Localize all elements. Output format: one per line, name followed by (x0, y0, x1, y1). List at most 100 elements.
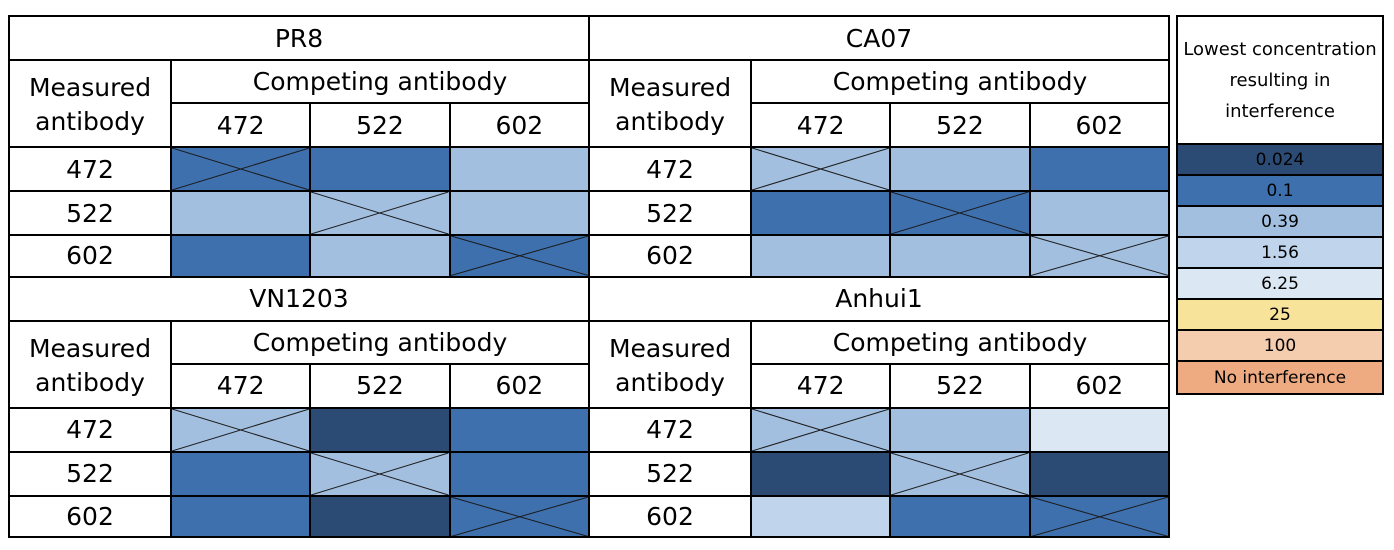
column-label: 472 (752, 364, 892, 409)
column-label: 602 (1030, 104, 1170, 148)
heatmap-cell (311, 408, 451, 453)
heatmap-cell (172, 148, 312, 192)
panel-ca07: CA07 Measured Competing antibody antibody 47… (590, 17, 1170, 278)
heatmap-cell (752, 496, 892, 538)
row-header-bottom: antibody (590, 104, 752, 148)
diagonal-cross-mark (172, 409, 309, 451)
column-label: 522 (891, 104, 1031, 148)
heatmap-cell (311, 192, 451, 236)
row-header-top: Measured (10, 321, 172, 365)
heatmap-cell (752, 452, 892, 497)
heatmap-cell (450, 236, 590, 278)
row-label: 602 (590, 236, 752, 278)
diagonal-cross-mark (311, 192, 448, 234)
row-header-bottom: antibody (10, 104, 172, 148)
heatmap-cell (311, 496, 451, 538)
panel-title: Anhui1 (590, 277, 1170, 322)
heatmap-cell (311, 236, 451, 278)
diagonal-cross-mark (311, 453, 448, 495)
column-label: 472 (172, 364, 312, 409)
row-label: 472 (10, 408, 172, 453)
column-label: 602 (1030, 364, 1170, 409)
heatmap-cell (450, 452, 590, 497)
row-label: 602 (10, 496, 172, 538)
column-label: 472 (172, 104, 312, 148)
column-header: Competing antibody (752, 321, 1170, 365)
legend-swatch: 6.25 (1178, 269, 1382, 300)
heatmap-grid: PR8 Measured Competing antibody antibody 472… (8, 15, 1170, 538)
row-label: 472 (10, 148, 172, 192)
diagonal-cross-mark (752, 409, 889, 451)
heatmap-cell (450, 192, 590, 236)
legend-swatch: 0.1 (1178, 176, 1382, 207)
diagonal-cross-mark (891, 453, 1028, 495)
column-label: 522 (311, 104, 451, 148)
heatmap-cell (891, 408, 1031, 453)
panel-anhui1: Anhui1 Measured Competing antibody antibody… (590, 277, 1170, 538)
column-label: 522 (311, 364, 451, 409)
heatmap-cell (311, 452, 451, 497)
legend-swatch: No interference (1178, 362, 1382, 393)
panel-title: PR8 (10, 17, 590, 61)
panel-title: VN1203 (10, 277, 590, 322)
heatmap-cell (1030, 452, 1170, 497)
legend-swatch: 25 (1178, 300, 1382, 331)
panel-title: CA07 (590, 17, 1170, 61)
heatmap-cell (1030, 236, 1170, 278)
row-header-top: Measured (590, 61, 752, 104)
row-label: 522 (590, 192, 752, 236)
diagonal-cross-mark (451, 497, 588, 537)
heatmap-cell (1030, 192, 1170, 236)
heatmap-cell (1030, 148, 1170, 192)
heatmap-cell (172, 236, 312, 278)
heatmap-cell (172, 192, 312, 236)
legend: Lowest concentration resulting in interf… (1176, 15, 1384, 395)
diagonal-cross-mark (1031, 497, 1168, 537)
row-header-bottom: antibody (10, 364, 172, 409)
heatmap-cell (891, 452, 1031, 497)
heatmap-cell (752, 148, 892, 192)
diagonal-cross-mark (752, 148, 889, 190)
heatmap-cell (1030, 496, 1170, 538)
heatmap-cell (891, 192, 1031, 236)
heatmap-cell (752, 236, 892, 278)
row-label: 472 (590, 408, 752, 453)
heatmap-cell (891, 496, 1031, 538)
panel-vn1203: VN1203 Measured Competing antibody antibody… (10, 277, 590, 538)
heatmap-cell (450, 496, 590, 538)
row-label: 602 (590, 496, 752, 538)
heatmap-cell (172, 452, 312, 497)
panel-pr8: PR8 Measured Competing antibody antibody 472… (10, 17, 590, 278)
heatmap-cell (752, 408, 892, 453)
heatmap-cell (1030, 408, 1170, 453)
row-header-top: Measured (590, 321, 752, 365)
legend-swatch: 100 (1178, 331, 1382, 362)
row-label: 522 (10, 452, 172, 497)
row-header-top: Measured (10, 61, 172, 104)
column-label: 602 (450, 364, 590, 409)
diagonal-cross-mark (451, 236, 588, 276)
row-label: 602 (10, 236, 172, 278)
heatmap-cell (891, 236, 1031, 278)
heatmap-cell (172, 408, 312, 453)
diagonal-cross-mark (172, 148, 309, 190)
heatmap-cell (752, 192, 892, 236)
legend-swatch: 0.024 (1178, 145, 1382, 176)
heatmap-cell (450, 408, 590, 453)
diagonal-cross-mark (1031, 236, 1168, 276)
row-label: 472 (590, 148, 752, 192)
diagonal-cross-mark (891, 192, 1028, 234)
column-header: Competing antibody (172, 321, 590, 365)
column-header: Competing antibody (172, 61, 590, 104)
column-label: 472 (752, 104, 892, 148)
row-label: 522 (590, 452, 752, 497)
heatmap-cell (311, 148, 451, 192)
column-header: Competing antibody (752, 61, 1170, 104)
legend-swatch: 1.56 (1178, 238, 1382, 269)
legend-title: Lowest concentration resulting in interf… (1178, 17, 1382, 145)
column-label: 522 (891, 364, 1031, 409)
row-label: 522 (10, 192, 172, 236)
heatmap-cell (891, 148, 1031, 192)
heatmap-cell (172, 496, 312, 538)
column-label: 602 (450, 104, 590, 148)
